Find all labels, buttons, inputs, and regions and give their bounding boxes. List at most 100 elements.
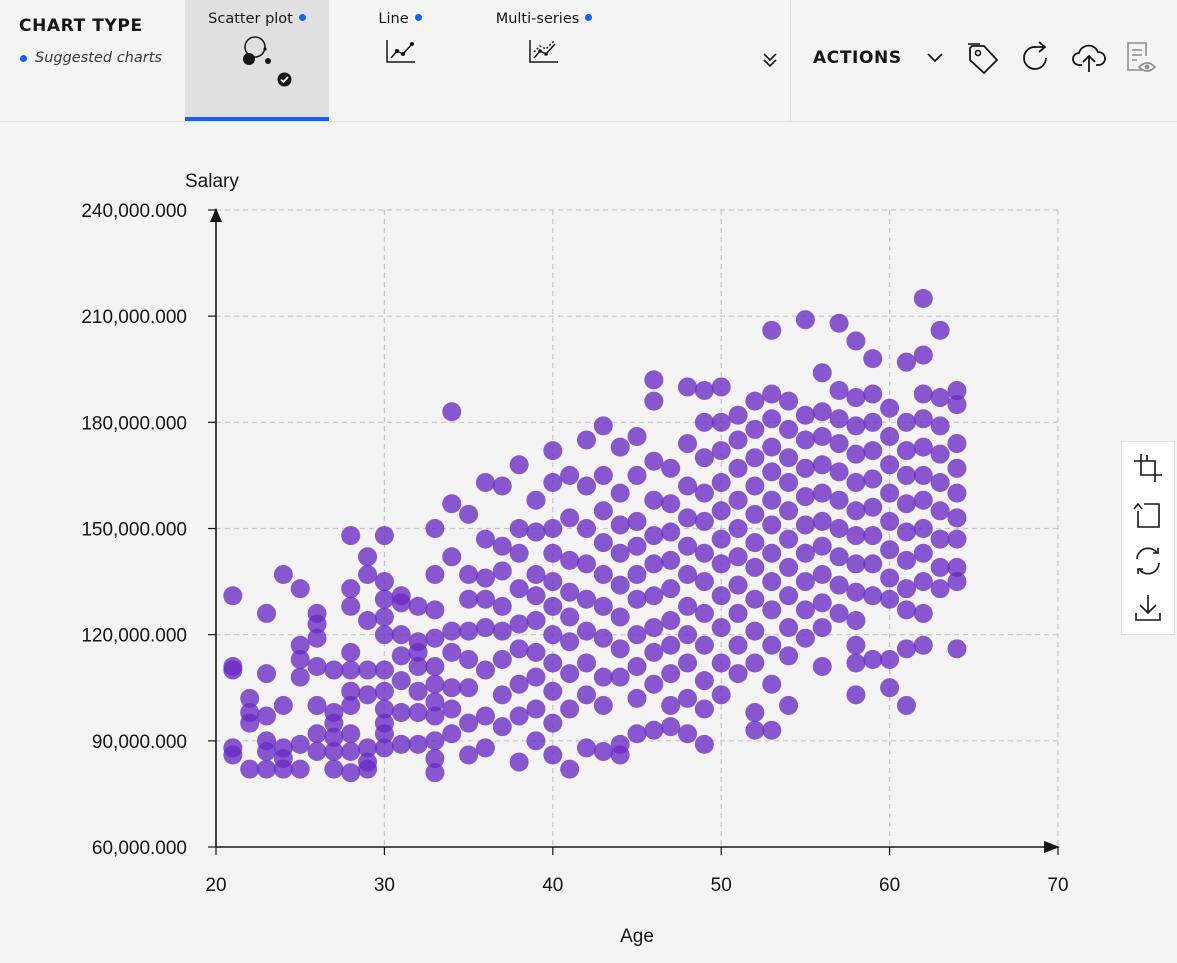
data-point <box>610 483 630 503</box>
download-icon[interactable] <box>1132 592 1164 624</box>
data-point <box>863 497 883 517</box>
data-point <box>728 519 748 538</box>
data-point <box>896 579 916 599</box>
axes <box>208 208 1060 855</box>
data-point <box>425 749 445 769</box>
data-point <box>728 603 748 623</box>
data-point <box>644 554 664 574</box>
actions-dropdown[interactable]: ACTIONS <box>813 48 944 68</box>
data-point <box>627 688 647 708</box>
data-point <box>425 692 445 712</box>
data-point <box>880 483 900 503</box>
refresh-icon[interactable] <box>1018 40 1054 76</box>
data-point <box>627 465 647 485</box>
data-point <box>560 508 580 528</box>
data-point <box>694 380 714 400</box>
data-point <box>846 416 866 436</box>
data-point <box>678 653 698 673</box>
data-point <box>762 409 782 429</box>
data-point <box>509 706 529 726</box>
tag-icon[interactable] <box>966 40 1002 76</box>
data-point <box>509 752 529 772</box>
data-point <box>880 568 900 588</box>
tab-line[interactable]: Line <box>350 0 450 121</box>
data-point <box>711 685 731 705</box>
data-point <box>863 412 883 432</box>
data-point <box>694 734 714 754</box>
data-point <box>324 727 344 747</box>
data-point <box>880 649 900 669</box>
data-point <box>846 444 866 464</box>
y-tick-label: 180,000.000 <box>81 413 187 434</box>
data-point <box>795 458 815 478</box>
data-point <box>762 320 782 340</box>
data-point <box>560 465 580 485</box>
data-point <box>307 614 327 634</box>
data-point <box>391 593 411 613</box>
data-point <box>762 490 782 510</box>
data-point <box>779 618 799 638</box>
data-point <box>829 462 849 482</box>
data-point <box>560 550 580 570</box>
chart-type-heading: CHART TYPE <box>19 16 143 36</box>
data-point <box>475 738 495 758</box>
data-point <box>896 494 916 514</box>
data-point <box>526 699 546 719</box>
data-point <box>745 653 765 673</box>
reset-icon[interactable] <box>1132 499 1164 531</box>
data-point <box>745 476 765 496</box>
y-tick-label: 90,000.000 <box>92 732 187 753</box>
data-point <box>812 565 832 585</box>
data-point <box>829 380 849 400</box>
tab-scatter-plot-label: Scatter plot <box>208 11 293 27</box>
sync-icon[interactable] <box>1132 545 1164 577</box>
data-point <box>492 685 512 705</box>
data-point <box>644 370 664 390</box>
data-point <box>593 741 613 761</box>
data-point <box>846 526 866 546</box>
x-tick-label: 20 <box>205 875 226 896</box>
data-point <box>459 589 479 609</box>
data-point <box>694 543 714 563</box>
data-point <box>341 695 361 715</box>
data-point <box>678 625 698 645</box>
data-point <box>762 384 782 404</box>
data-point <box>711 377 731 397</box>
data-point <box>442 642 462 662</box>
data-point <box>627 426 647 446</box>
data-point <box>661 494 681 514</box>
data-point <box>661 611 681 631</box>
data-point <box>880 511 900 531</box>
data-point <box>593 628 613 648</box>
report-view-icon[interactable] <box>1122 40 1158 76</box>
crop-icon[interactable] <box>1132 452 1164 484</box>
active-tab-indicator <box>185 117 329 121</box>
data-point <box>627 625 647 645</box>
data-point <box>492 476 512 496</box>
data-point <box>880 540 900 560</box>
data-point <box>341 596 361 616</box>
data-point <box>576 738 596 758</box>
data-point <box>913 572 933 592</box>
data-point <box>644 526 664 546</box>
data-point <box>341 681 361 701</box>
overflow-chevron-icon[interactable] <box>756 46 784 74</box>
data-point <box>290 759 310 779</box>
suggested-dot-icon <box>298 14 306 21</box>
data-point <box>475 706 495 726</box>
data-point <box>846 501 866 521</box>
data-point <box>459 713 479 733</box>
data-point <box>341 763 361 783</box>
tab-multi-series[interactable]: Multi-series <box>480 0 608 121</box>
data-point <box>863 586 883 606</box>
data-point <box>459 504 479 524</box>
data-point <box>492 561 512 581</box>
tab-scatter-plot[interactable]: Scatter plot <box>185 0 329 121</box>
data-point <box>779 501 799 521</box>
data-point <box>273 759 293 779</box>
data-point <box>846 653 866 673</box>
data-point <box>947 380 967 400</box>
cloud-upload-icon[interactable] <box>1071 40 1107 76</box>
data-point <box>711 472 731 492</box>
data-point <box>543 681 563 701</box>
